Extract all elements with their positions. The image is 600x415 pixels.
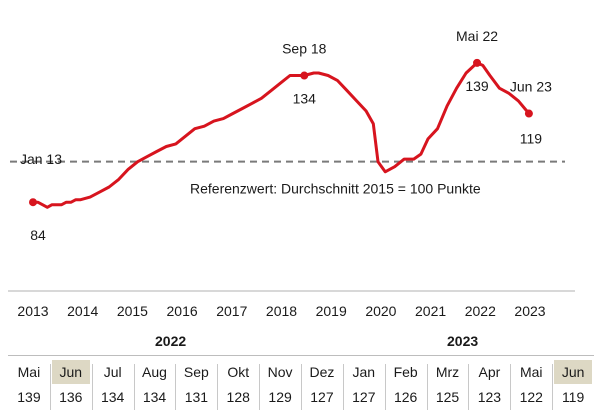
x-tick-label: 2017 <box>216 303 247 319</box>
x-tick-label: 2016 <box>167 303 198 319</box>
month-label: Okt <box>227 364 250 380</box>
table-column: Mai 122 <box>510 360 552 410</box>
table-column: Okt 128 <box>217 360 259 410</box>
year-label-2022: 2022 <box>155 333 187 349</box>
annotation-date-label: Jan 13 <box>20 151 62 167</box>
x-tick-label: 2013 <box>17 303 48 319</box>
month-label: Jun <box>554 360 593 384</box>
table-column: Mai 139 <box>8 360 50 410</box>
month-value: 119 <box>561 389 585 405</box>
table-column: Jun 119 <box>552 360 594 410</box>
annotation-date-label: Sep 18 <box>282 41 327 57</box>
month-value: 122 <box>519 389 543 405</box>
annotation-marker <box>473 58 482 67</box>
month-label: Mrz <box>435 364 460 380</box>
reference-label: Referenzwert: Durchschnitt 2015 = 100 Pu… <box>190 181 481 197</box>
monthly-value-table: 2022 2023 Mai 139 Jun 136 Jul 134 Aug 134 Sep 131… <box>0 325 600 415</box>
month-label: Feb <box>393 364 418 380</box>
x-tick-label: 2022 <box>465 303 496 319</box>
month-value: 129 <box>268 389 292 405</box>
series-line <box>33 61 531 209</box>
annotation-marker <box>300 71 309 80</box>
annotation-value-label: 139 <box>465 78 489 94</box>
month-value: 127 <box>352 389 376 405</box>
month-value: 134 <box>100 389 125 405</box>
table-column: Jan 127 <box>342 360 385 410</box>
x-tick-label: 2023 <box>514 303 545 319</box>
table-column: Apr 123 <box>468 360 510 410</box>
annotation-value-label: 134 <box>293 91 317 107</box>
table-column: Aug 134 <box>133 360 176 410</box>
annotation-date-label: Mai 22 <box>456 28 498 44</box>
month-label: Nov <box>267 364 293 380</box>
month-label: Mai <box>17 364 41 380</box>
annotation-date-label: Jun 23 <box>510 79 552 95</box>
month-value: 134 <box>142 389 167 405</box>
month-value: 128 <box>226 389 250 405</box>
annotation-value-label: 119 <box>520 131 543 147</box>
table-cells: Mai 139 Jun 136 Jul 134 Aug 134 Sep 131 Okt 128 Nov 1… <box>8 360 594 410</box>
month-value: 139 <box>17 389 41 405</box>
x-tick-label: 2018 <box>266 303 297 319</box>
month-label: Sep <box>183 364 209 380</box>
month-label: Apr <box>478 364 501 380</box>
month-label: Dez <box>309 364 335 380</box>
table-column: Jul 134 <box>91 360 134 410</box>
table-column: Mrz 125 <box>426 360 469 410</box>
year-label-2023: 2023 <box>447 333 479 349</box>
line-chart: Referenzwert: Durchschnitt 2015 = 100 Pu… <box>8 28 575 319</box>
month-label: Jan <box>352 364 376 380</box>
month-label: Aug <box>142 364 167 380</box>
month-label: Mai <box>519 364 543 380</box>
table-column: Dez 127 <box>301 360 343 410</box>
x-tick-label: 2015 <box>117 303 148 319</box>
table-column: Sep 131 <box>175 360 217 410</box>
month-value: 136 <box>59 389 83 405</box>
annotation-value-label: 84 <box>30 227 46 243</box>
month-value: 126 <box>393 389 418 405</box>
month-value: 131 <box>184 389 209 405</box>
table-column: Nov 129 <box>259 360 301 410</box>
month-label: Jun <box>51 360 90 384</box>
x-tick-label: 2020 <box>365 303 396 319</box>
x-tick-label: 2021 <box>415 303 446 319</box>
x-tick-label: 2019 <box>316 303 347 319</box>
table-column: Feb 126 <box>384 360 427 410</box>
table-column: Jun 136 <box>49 360 92 410</box>
month-label: Jul <box>103 364 122 380</box>
month-value: 127 <box>310 389 334 405</box>
x-tick-label: 2014 <box>67 303 98 319</box>
month-value: 125 <box>435 389 460 405</box>
month-value: 123 <box>477 389 502 405</box>
table-divider <box>8 355 594 356</box>
annotation-marker <box>29 198 37 207</box>
annotation-marker <box>524 109 533 118</box>
